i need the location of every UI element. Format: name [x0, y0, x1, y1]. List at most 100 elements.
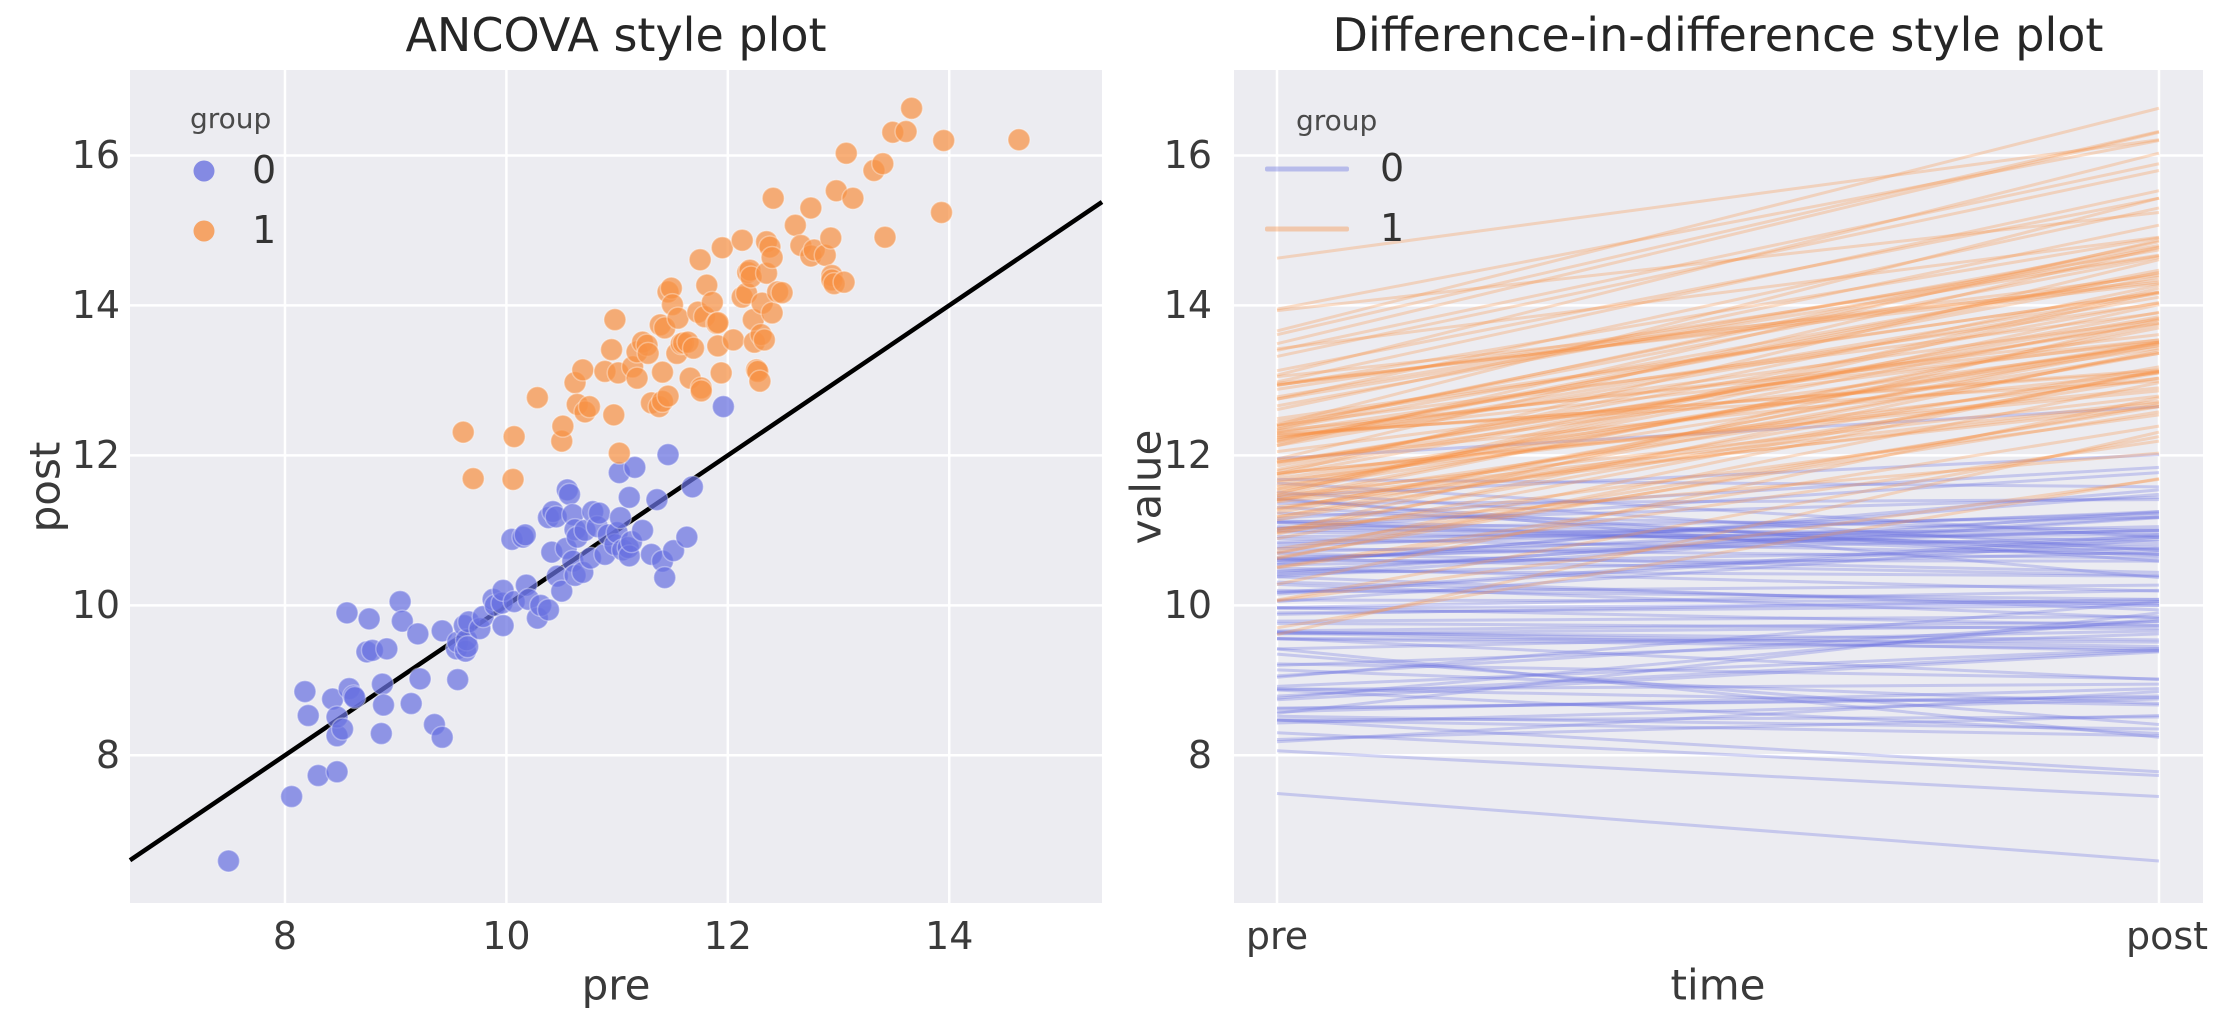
slope-line-group1	[1276, 130, 2160, 346]
scatter-point-group1	[607, 441, 632, 465]
slope-line-group0	[1276, 615, 2160, 623]
scatter-point-group1	[551, 414, 575, 438]
scatter-point-group1	[710, 235, 735, 260]
scatter-point-group1	[603, 307, 627, 332]
slope-line-group0	[1276, 597, 2160, 616]
slope-line-group0	[1276, 598, 2160, 604]
slope-line-group1	[1276, 240, 2160, 431]
legend-line-group0	[1265, 166, 1349, 172]
right-panel-background	[1234, 70, 2203, 903]
slope-line-group0	[1276, 511, 2160, 532]
slope-line-group1	[1276, 368, 2160, 438]
slope-line-group0	[1276, 498, 2160, 563]
slope-line-group1	[1276, 246, 2160, 461]
scatter-point-group1	[525, 385, 550, 410]
scatter-point-group1	[894, 119, 918, 144]
slope-line-group0	[1276, 528, 2160, 535]
scatter-point-group0	[630, 518, 655, 543]
slope-line-group0	[1276, 492, 2160, 565]
scatter-point-group0	[711, 394, 736, 419]
slope-line-group1	[1276, 371, 2160, 462]
scatter-point-group1	[502, 424, 526, 449]
slope-line-group0	[1276, 690, 2160, 744]
slope-line-group0	[1276, 636, 2160, 644]
slope-line-group0	[1276, 575, 2160, 612]
slope-line-group0	[1276, 731, 2160, 778]
scatter-point-group0	[550, 579, 574, 603]
left-y-tick-label: 8	[95, 733, 120, 778]
left-legend-title: group	[190, 102, 272, 135]
slope-line-group1	[1276, 283, 2160, 472]
slope-line-group0	[1276, 619, 2160, 678]
slope-line-group0	[1276, 606, 2160, 628]
slope-line-group0	[1276, 533, 2160, 538]
slope-line-group0	[1276, 714, 2160, 731]
slope-line-group0	[1276, 490, 2160, 553]
slope-line-group0	[1276, 715, 2160, 722]
scatter-point-group1	[834, 141, 859, 165]
slope-line-group1	[1276, 318, 2160, 440]
scatter-point-group0	[375, 637, 399, 661]
slope-line-group0	[1276, 668, 2160, 706]
left-yaxis-label: post	[20, 441, 70, 533]
slope-line-group1	[1276, 405, 2160, 551]
left-legend-label-0: 0	[252, 148, 277, 192]
left-y-tick-label: 14	[71, 283, 120, 328]
slope-line-group0	[1276, 624, 2160, 636]
left-x-tick-label: 14	[925, 914, 974, 958]
slope-line-group1	[1276, 399, 2160, 502]
slope-line-group1	[1276, 340, 2160, 515]
scatter-point-group0	[216, 849, 241, 873]
slope-line-group1	[1276, 477, 2160, 630]
slope-line-group0	[1276, 537, 2160, 556]
slope-line-group0	[1276, 546, 2160, 567]
left-x-tick-label: 10	[482, 914, 531, 958]
slope-line-group0	[1276, 629, 2160, 651]
slope-line-group1	[1276, 106, 2160, 333]
scatter-point-group1	[760, 301, 784, 325]
scatter-point-group1	[688, 247, 712, 272]
scatter-point-group1	[577, 394, 602, 419]
slope-line-group0	[1276, 495, 2160, 524]
slope-line-group0	[1276, 792, 2160, 863]
slope-line-group0	[1276, 637, 2160, 651]
slope-line-group0	[1276, 521, 2160, 550]
slope-line-group1	[1276, 396, 2160, 586]
left-y-tick-label: 16	[71, 133, 120, 178]
scatter-point-group1	[461, 466, 485, 491]
slope-line-group0	[1276, 513, 2160, 562]
scatter-point-group0	[608, 505, 633, 530]
slope-line-group0	[1276, 530, 2160, 547]
slope-line-group1	[1276, 236, 2160, 388]
slope-line-group1	[1276, 151, 2160, 377]
scatter-point-group1	[819, 226, 843, 250]
slope-line-group1	[1276, 139, 2160, 311]
slope-line-group1	[1276, 196, 2160, 427]
slope-line-group1	[1276, 424, 2160, 569]
slope-line-group1	[1276, 430, 2160, 637]
slope-line-group1	[1276, 386, 2160, 475]
slope-line-group1	[1276, 316, 2160, 491]
slope-line-group1	[1276, 253, 2160, 391]
slope-line-group1	[1276, 340, 2160, 439]
slope-line-group0	[1276, 749, 2160, 799]
scatter-point-group0	[617, 485, 642, 510]
slope-line-group0	[1276, 481, 2160, 539]
slope-line-group1	[1276, 338, 2160, 433]
slope-line-group0	[1276, 662, 2160, 681]
slope-line-group0	[1276, 718, 2160, 738]
slope-line-group0	[1276, 600, 2160, 679]
slope-line-group1	[1276, 258, 2160, 476]
slope-line-group1	[1276, 301, 2160, 434]
slope-line-group1	[1276, 311, 2160, 427]
slope-line-group0	[1276, 603, 2160, 615]
scatter-point-group1	[899, 96, 924, 120]
slope-line-group1	[1276, 379, 2160, 436]
slope-line-group0	[1276, 580, 2160, 607]
scatter-point-group1	[706, 310, 730, 335]
right-y-tick-label: 10	[1163, 583, 1212, 628]
slope-line-group1	[1276, 321, 2160, 464]
slope-line-group0	[1276, 558, 2160, 563]
left-plot-area	[128, 70, 1104, 903]
slope-line-group1	[1276, 138, 2160, 260]
